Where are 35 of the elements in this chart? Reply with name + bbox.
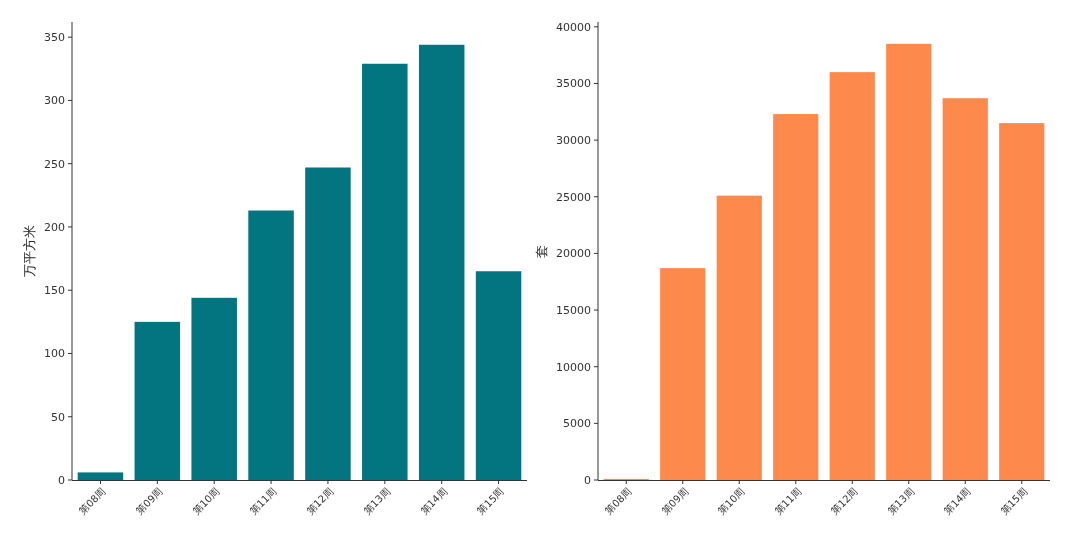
x-tick-label: 第10周 xyxy=(190,485,222,517)
y-tick-label: 10000 xyxy=(556,360,591,374)
y-tick-label: 50 xyxy=(51,410,65,424)
x-tick-label: 第10周 xyxy=(715,485,747,517)
y-tick-label: 150 xyxy=(44,284,65,298)
x-tick-label: 第11周 xyxy=(772,485,804,517)
y-tick-label: 300 xyxy=(44,94,65,108)
y-tick-label: 25000 xyxy=(556,190,591,204)
y-tick-label: 30000 xyxy=(556,134,591,148)
x-tick-label: 第14周 xyxy=(418,485,450,517)
y-tick-label: 15000 xyxy=(556,304,591,318)
y-tick-label: 100 xyxy=(44,347,65,361)
y-tick-label: 5000 xyxy=(563,417,591,431)
x-tick-label: 第11周 xyxy=(247,485,279,517)
x-tick-label: 第09周 xyxy=(659,485,691,517)
y-tick-label: 200 xyxy=(44,220,65,234)
y-tick-label: 0 xyxy=(58,474,65,487)
x-tick-label: 第15周 xyxy=(475,485,506,517)
x-tick-label: 第12周 xyxy=(828,485,860,517)
y-tick-label: 250 xyxy=(44,157,65,171)
y-axis-title: 套 xyxy=(534,244,549,258)
y-tick-label: 0 xyxy=(584,474,591,487)
x-tick-label: 第14周 xyxy=(941,485,973,517)
x-tick-label: 第09周 xyxy=(133,485,165,517)
y-tick-label: 20000 xyxy=(556,247,591,261)
x-tick-label: 第13周 xyxy=(361,485,393,517)
y-tick-label: 35000 xyxy=(556,77,591,91)
x-tick-label: 第08周 xyxy=(76,485,108,517)
x-tick-label: 第13周 xyxy=(885,485,917,517)
x-tick-label: 第12周 xyxy=(304,485,336,517)
y-tick-label: 350 xyxy=(44,31,65,45)
x-tick-label: 第08周 xyxy=(602,485,634,517)
y-tick-label: 40000 xyxy=(556,20,591,34)
y-axis-title: 万平方米 xyxy=(22,225,37,277)
x-tick-label: 第15周 xyxy=(998,485,1030,517)
